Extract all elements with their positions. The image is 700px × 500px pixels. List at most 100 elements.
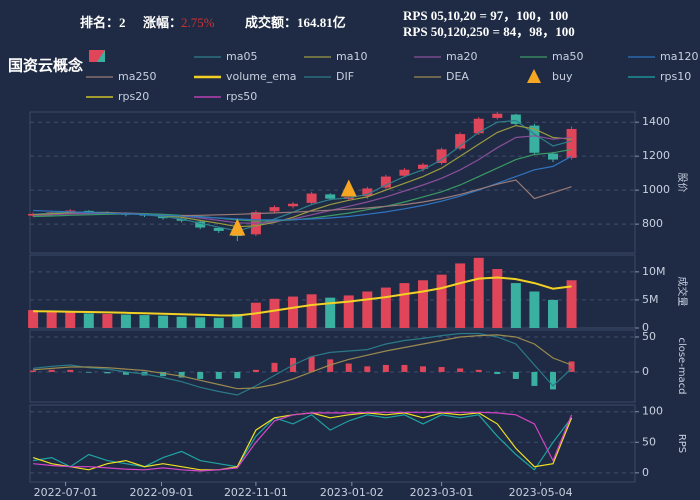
volume-bar [455, 263, 466, 328]
header-text: 排名：2 [80, 15, 126, 30]
title-icon [97, 50, 105, 62]
series-line [33, 334, 572, 390]
series-line [33, 276, 572, 317]
macd-bar [568, 361, 575, 372]
x-tick-label: 2022-11-01 [224, 486, 288, 499]
volume-bar [547, 299, 558, 328]
macd-bar [252, 369, 259, 372]
legend-label: ma120 [660, 50, 698, 63]
header-text: 涨幅： [142, 15, 182, 30]
macd-bar [327, 359, 334, 372]
candle-body [418, 164, 429, 169]
macd-bar [512, 371, 519, 379]
volume-bar [473, 257, 484, 328]
legend-marker [527, 69, 541, 83]
y-axis-label: close-macd [676, 337, 687, 394]
y-tick-label: 10M [642, 265, 666, 278]
macd-bar [345, 363, 352, 372]
candle-body [529, 125, 540, 153]
volume-bar [510, 283, 521, 328]
header-text: RPS 50,120,250 = 84，98，100 [403, 24, 575, 39]
macd-bar [475, 369, 482, 372]
legend-label: rps50 [226, 90, 257, 103]
y-tick-label: 0 [642, 365, 649, 378]
candle-body [28, 213, 39, 216]
header-text: 2.75% [181, 15, 215, 30]
candle-body [566, 128, 577, 158]
legend-label: DIF [336, 70, 354, 83]
macd-bar [85, 371, 92, 373]
series-line [33, 411, 573, 472]
candle-body [325, 194, 336, 199]
volume-bar [83, 313, 94, 328]
macd-bar [160, 371, 167, 377]
candle-body [195, 221, 206, 228]
volume-bar [195, 317, 206, 328]
volume-bar [232, 313, 243, 328]
volume-bar [102, 313, 113, 328]
macd-bar [178, 371, 185, 378]
legend-label: rps20 [118, 90, 149, 103]
macd-bar [382, 364, 389, 372]
macd-bar [215, 371, 222, 379]
panel-frame [29, 404, 636, 483]
buy-marker [229, 218, 246, 236]
candle-body [288, 203, 299, 207]
macd-bar [234, 371, 241, 379]
candle-body [492, 113, 503, 118]
legend-label: ma10 [336, 50, 367, 63]
candle-body [213, 227, 224, 231]
volume-bar [492, 269, 503, 328]
volume-bar [380, 287, 391, 328]
header-text: 成交额：164.81亿 [245, 15, 346, 30]
y-tick-label: 0 [642, 321, 649, 334]
volume-bar [436, 274, 447, 328]
candle-body [362, 188, 373, 197]
macd-bar [197, 371, 204, 379]
volume-bar [288, 296, 299, 328]
macd-bar [308, 356, 315, 372]
volume-bar [566, 280, 577, 328]
y-tick-label: 50 [642, 435, 656, 448]
macd-bar [67, 369, 74, 372]
volume-bar [325, 297, 336, 328]
candle-body [176, 218, 187, 221]
candle-body [436, 149, 447, 163]
panel-frame [29, 111, 636, 254]
y-tick-label: 50 [642, 330, 656, 343]
volume-bar [399, 283, 410, 328]
macd-bar [420, 366, 427, 372]
macd-bar [48, 369, 55, 372]
volume-bar [65, 312, 76, 328]
volume-bar [250, 302, 261, 328]
volume-bar [269, 298, 280, 328]
macd-bar [30, 370, 37, 372]
y-axis-label: 股价 [676, 173, 688, 193]
legend-label: ma20 [446, 50, 477, 63]
series-line [33, 332, 573, 396]
legend-label: buy [552, 70, 573, 83]
y-axis-label: RPS [676, 434, 687, 453]
candle-body [547, 153, 558, 160]
candle-body [399, 169, 410, 176]
macd-bar [438, 367, 445, 372]
x-tick-label: 2023-03-01 [410, 486, 474, 499]
y-tick-label: 1400 [642, 115, 670, 128]
macd-bar [457, 368, 464, 372]
y-tick-label: 1000 [642, 183, 670, 196]
legend-label: ma250 [118, 70, 156, 83]
volume-bar [120, 314, 131, 328]
volume-bar [343, 295, 354, 328]
candle-body [380, 176, 391, 188]
legend-label: rps10 [660, 70, 691, 83]
y-tick-label: 1200 [642, 149, 670, 162]
volume-bar [46, 311, 57, 328]
buy-marker [340, 179, 357, 197]
legend-label: ma05 [226, 50, 257, 63]
candle-body [473, 118, 484, 134]
macd-bar [364, 366, 371, 372]
candle-body [510, 114, 521, 124]
candle-body [65, 210, 76, 212]
